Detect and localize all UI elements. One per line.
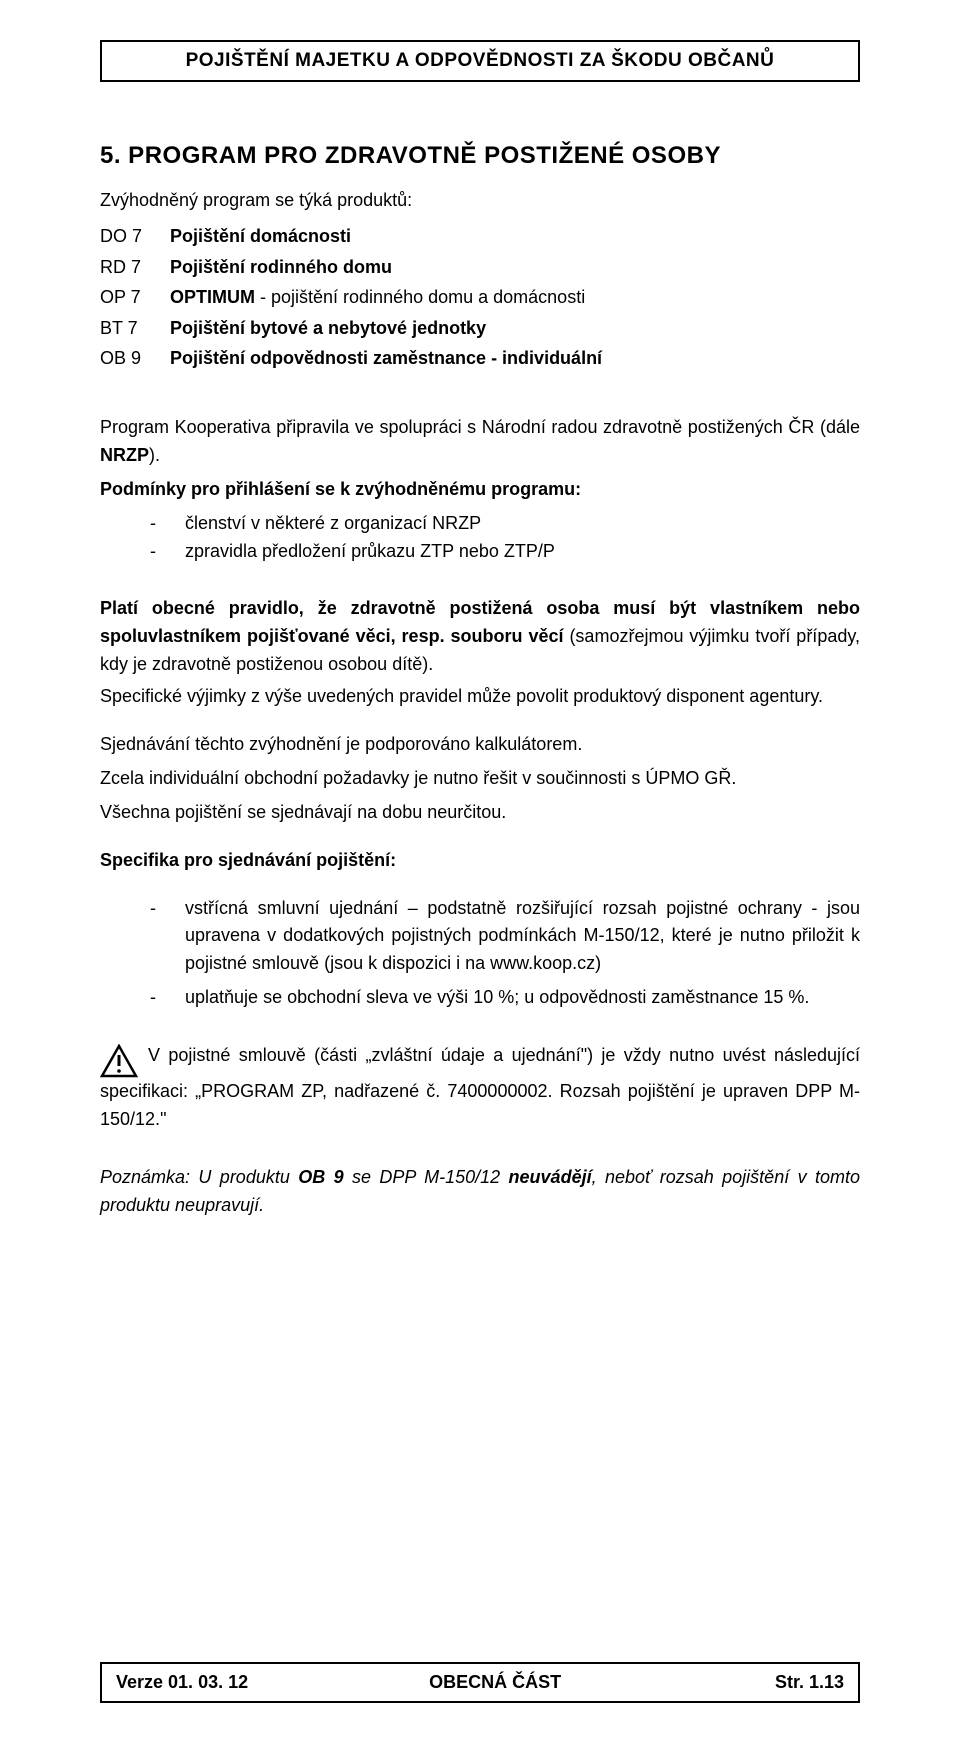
text: ": [160, 1109, 166, 1129]
page-footer-box: Verze 01. 03. 12 OBECNÁ ČÁST Str. 1.13: [100, 1662, 860, 1703]
text: se DPP M-150/12: [344, 1167, 509, 1187]
product-label: Pojištění rodinného domu: [170, 252, 392, 283]
text-bold: zpravidla: [185, 541, 257, 561]
text-bold: neuvádějí: [509, 1167, 592, 1187]
paragraph-calc: Sjednávání těchto zvýhodnění je podporov…: [100, 731, 860, 759]
paragraph-upmo: Zcela individuální obchodní požadavky je…: [100, 765, 860, 793]
list-item-text: členství v některé z organizací NRZP: [185, 510, 481, 538]
product-label: Pojištění bytové a nebytové jednotky: [170, 313, 486, 344]
product-label-rest: - pojištění rodinného domu a domácnosti: [255, 287, 585, 307]
bullet-dash: -: [150, 538, 185, 566]
list-item: - vstřícná smluvní ujednání – podstatně …: [150, 895, 860, 979]
text: uplatňuje se: [185, 987, 287, 1007]
text-bold: 10 %: [473, 987, 514, 1007]
text: ).: [149, 445, 160, 465]
list-item-text: zpravidla předložení průkazu ZTP nebo ZT…: [185, 538, 555, 566]
text: ; u odpovědnosti zaměstnance: [514, 987, 763, 1007]
product-list: DO 7 Pojištění domácnosti RD 7 Pojištění…: [100, 221, 860, 374]
bullet-dash: -: [150, 984, 185, 1012]
section-title: 5. PROGRAM PRO ZDRAVOTNĚ POSTIŽENÉ OSOBY: [100, 142, 860, 170]
product-label: OPTIMUM - pojištění rodinného domu a dom…: [170, 282, 585, 313]
product-code: OP 7: [100, 282, 170, 313]
product-label-prefix: OPTIMUM: [170, 287, 255, 307]
document-page: POJIŠTĚNÍ MAJETKU A ODPOVĚDNOSTI ZA ŠKOD…: [0, 0, 960, 1758]
text: předložení průkazu ZTP nebo ZTP/P: [257, 541, 555, 561]
text-bold: PROGRAM ZP, nadřazené č. 7400000002. Roz…: [100, 1081, 860, 1129]
product-row: RD 7 Pojištění rodinného domu: [100, 252, 860, 283]
footer-section: OBECNÁ ČÁST: [314, 1664, 677, 1701]
warning-block: V pojistné smlouvě (části „zvláštní údaj…: [100, 1042, 860, 1134]
specifics-title: Specifika pro sjednávání pojištění:: [100, 847, 860, 875]
product-code: DO 7: [100, 221, 170, 252]
product-code: RD 7: [100, 252, 170, 283]
paragraph-duration: Všechna pojištění se sjednávají na dobu …: [100, 799, 860, 827]
product-row: OP 7 OPTIMUM - pojištění rodinného domu …: [100, 282, 860, 313]
text-bold: OB 9: [298, 1167, 343, 1187]
text-bold: Podmínky pro přihlášení se k zvýhodněném…: [100, 479, 581, 499]
section-intro: Zvýhodněný program se týká produktů:: [100, 190, 860, 211]
text-bold: obchodní sleva: [287, 987, 408, 1007]
paragraph-rule: Platí obecné pravidlo, že zdravotně post…: [100, 595, 860, 679]
text-bold: Specifika pro sjednávání pojištění:: [100, 850, 396, 870]
text: ve výši: [408, 987, 473, 1007]
list-item-text: uplatňuje se obchodní sleva ve výši 10 %…: [185, 984, 860, 1012]
list-item-text: vstřícná smluvní ujednání – podstatně ro…: [185, 895, 860, 979]
text: Program Kooperativa připravila ve spolup…: [100, 417, 860, 437]
paragraph-nrzp: Program Kooperativa připravila ve spolup…: [100, 414, 860, 470]
footer-version: Verze 01. 03. 12: [102, 1664, 314, 1701]
text-bold: 15 %: [763, 987, 804, 1007]
bullet-dash: -: [150, 510, 185, 538]
footer-page-number: Str. 1.13: [677, 1664, 858, 1701]
text: Poznámka: U produktu: [100, 1167, 298, 1187]
list-item: - členství v některé z organizací NRZP: [150, 510, 860, 538]
list-item: - zpravidla předložení průkazu ZTP nebo …: [150, 538, 860, 566]
specifics-list: - vstřícná smluvní ujednání – podstatně …: [150, 895, 860, 1013]
warning-triangle-icon: [100, 1044, 138, 1078]
page-header-title: POJIŠTĚNÍ MAJETKU A ODPOVĚDNOSTI ZA ŠKOD…: [186, 50, 775, 71]
note-paragraph: Poznámka: U produktu OB 9 se DPP M-150/1…: [100, 1164, 860, 1220]
conditions-title: Podmínky pro přihlášení se k zvýhodněném…: [100, 476, 860, 504]
product-row: OB 9 Pojištění odpovědnosti zaměstnance …: [100, 343, 860, 374]
paragraph-exceptions: Specifické výjimky z výše uvedených prav…: [100, 683, 860, 711]
product-label: Pojištění domácnosti: [170, 221, 351, 252]
text-bold: NRZP: [100, 445, 149, 465]
conditions-list: - členství v některé z organizací NRZP -…: [150, 510, 860, 566]
product-code: OB 9: [100, 343, 170, 374]
product-label: Pojištění odpovědnosti zaměstnance - ind…: [170, 343, 602, 374]
product-row: BT 7 Pojištění bytové a nebytové jednotk…: [100, 313, 860, 344]
product-row: DO 7 Pojištění domácnosti: [100, 221, 860, 252]
list-item: - uplatňuje se obchodní sleva ve výši 10…: [150, 984, 860, 1012]
page-header-box: POJIŠTĚNÍ MAJETKU A ODPOVĚDNOSTI ZA ŠKOD…: [100, 40, 860, 82]
text-bold: M-150/12: [584, 925, 660, 945]
bullet-dash: -: [150, 895, 185, 979]
product-code: BT 7: [100, 313, 170, 344]
text: .: [804, 987, 809, 1007]
